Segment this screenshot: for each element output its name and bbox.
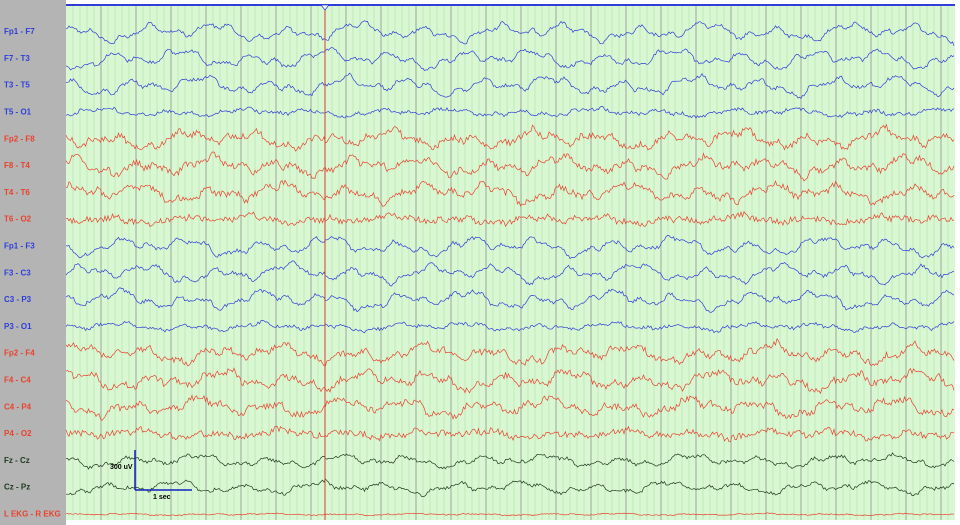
eeg-trace xyxy=(65,106,955,119)
eeg-trace xyxy=(65,367,955,395)
channel-label: T6 - O2 xyxy=(4,215,32,224)
eeg-trace xyxy=(65,320,955,334)
eeg-trace xyxy=(65,210,955,228)
channel-label: T5 - O1 xyxy=(4,108,32,117)
channel-labels: Fp1 - F7 F7 - T3 T3 - T5 T5 - O1 Fp2 - F8 F8 … xyxy=(4,27,61,518)
channel-label: Fp2 - F4 xyxy=(4,349,35,358)
channel-label: F4 - C4 xyxy=(4,376,31,385)
eeg-trace xyxy=(65,179,955,207)
eeg-trace xyxy=(65,151,955,182)
channel-label: P3 - O1 xyxy=(4,322,32,331)
eeg-trace xyxy=(65,287,955,313)
time-label: 1 sec xyxy=(153,494,171,501)
channel-label: T3 - T5 xyxy=(4,81,30,90)
eeg-trace xyxy=(65,512,955,517)
eeg-trace xyxy=(65,452,955,470)
channel-label: Cz - Pz xyxy=(4,483,30,492)
eeg-trace xyxy=(65,394,955,421)
channel-label: C3 - P3 xyxy=(4,295,32,304)
amplitude-label: 300 uV xyxy=(110,464,133,471)
channel-label: F8 - T4 xyxy=(4,161,30,170)
channel-label: T4 - T6 xyxy=(4,188,30,197)
label-panel xyxy=(0,0,66,525)
channel-label: Fp1 - F7 xyxy=(4,27,35,36)
eeg-trace xyxy=(65,72,955,99)
channel-label: Fz - Cz xyxy=(4,456,30,465)
channel-label: L EKG - R EKG xyxy=(4,510,61,519)
eeg-trace xyxy=(65,20,955,46)
scale-bar: 300 uV 1 sec xyxy=(110,450,192,501)
channel-label: Fp2 - F8 xyxy=(4,134,35,143)
eeg-trace xyxy=(65,47,955,71)
eeg-trace xyxy=(65,235,955,260)
eeg-trace xyxy=(65,123,955,152)
channel-label: F7 - T3 xyxy=(4,54,30,63)
eeg-trace xyxy=(66,478,955,497)
channel-label: Fp1 - F3 xyxy=(4,242,35,251)
eeg-trace xyxy=(65,337,955,367)
channel-label: F3 - C3 xyxy=(4,268,31,277)
eeg-trace xyxy=(65,425,955,443)
channel-label: C4 - P4 xyxy=(4,402,32,411)
cursor-marker xyxy=(320,4,330,11)
eeg-trace xyxy=(65,260,955,287)
channel-label: P4 - O2 xyxy=(4,429,32,438)
traces xyxy=(65,20,955,517)
